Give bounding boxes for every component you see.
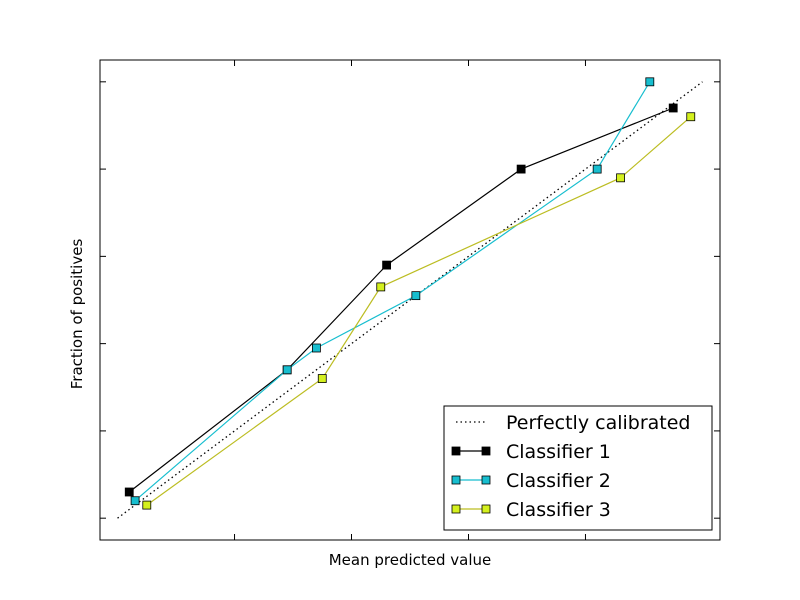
point-classifier-2-0: [130, 496, 140, 506]
x-axis-label: Mean predicted value: [329, 551, 492, 569]
point-classifier-3-1: [317, 374, 327, 383]
axes-frame: [99, 59, 721, 541]
point-classifier-1-4: [668, 103, 678, 113]
legend-marker-classifier-1-0: [451, 446, 461, 456]
point-classifier-1-2: [382, 260, 392, 270]
point-classifier-2-3: [411, 291, 421, 301]
y-axis-label: Fraction of positives: [68, 239, 86, 390]
point-classifier-2-5: [645, 77, 655, 87]
legend-label-classifier-1: Classifier 1: [506, 441, 611, 463]
point-classifier-2-4: [592, 164, 602, 174]
legend-marker-classifier-3-0: [451, 504, 461, 514]
point-classifier-3-0: [142, 500, 152, 510]
point-classifier-1-3: [516, 164, 526, 174]
point-classifier-3-4: [686, 112, 696, 122]
legend-marker-classifier-1-1: [481, 446, 491, 456]
legend-marker-classifier-2-1: [481, 475, 491, 485]
series-line-classifier-2: [134, 81, 651, 502]
plot-area: [99, 59, 721, 541]
point-classifier-2-1: [282, 365, 292, 375]
legend: Perfectly calibrated Classifier 1 Classifi…: [443, 405, 713, 531]
point-classifier-1-0: [124, 487, 134, 497]
point-classifier-3-3: [616, 173, 625, 183]
legend-marker-classifier-2-0: [451, 475, 461, 485]
point-classifier-2-2: [312, 343, 321, 353]
legend-marker-classifier-3-1: [481, 504, 491, 514]
legend-label-classifier-3: Classifier 3: [506, 499, 611, 521]
series-line-perfectly-calibrated: [117, 81, 703, 519]
legend-label-perfectly-calibrated: Perfectly calibrated: [506, 412, 690, 434]
legend-label-classifier-2: Classifier 2: [506, 470, 611, 492]
point-classifier-3-2: [376, 282, 386, 292]
